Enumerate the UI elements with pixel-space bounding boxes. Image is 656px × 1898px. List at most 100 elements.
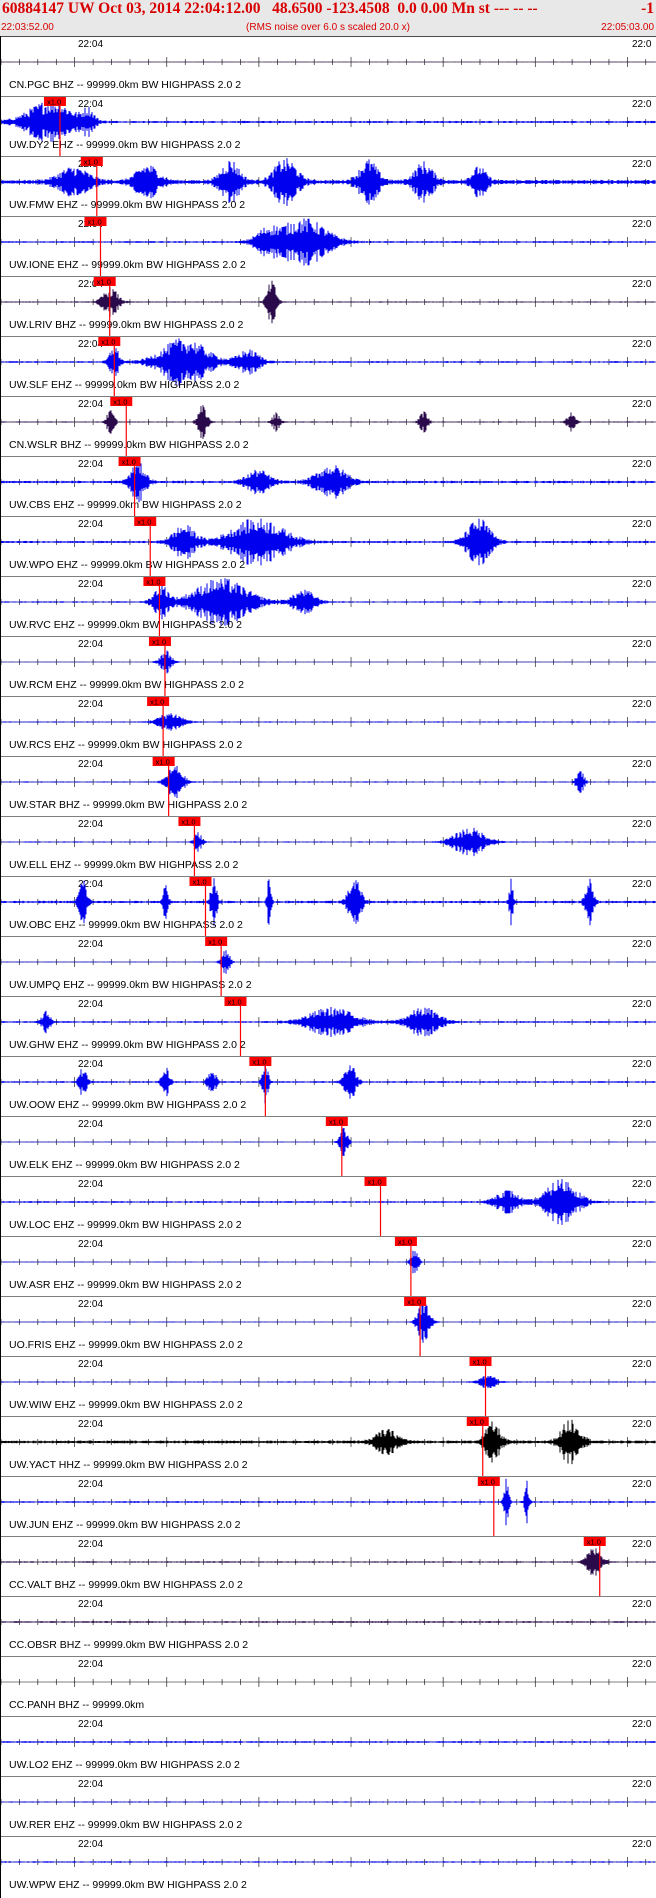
waveform-trace	[0, 1621, 656, 1623]
pick-label: x1.0	[398, 1238, 412, 1247]
pick-marker	[466, 1417, 489, 1426]
station-label: UW.ELL EHZ -- 99999.0km BW HIGHPASS 2.0 …	[9, 859, 238, 871]
tick-label: 22:04	[78, 639, 103, 650]
waveform-trace	[0, 218, 656, 266]
waveform-trace	[0, 1801, 656, 1803]
tick-label: 22:04	[78, 999, 103, 1010]
tick-label: 22:04	[78, 1779, 103, 1790]
tick-label: 22:04	[78, 1479, 103, 1490]
station-label: UW.LOC EHZ -- 99999.0km BW HIGHPASS 2.0 …	[9, 1219, 242, 1231]
pick-label: x1.0	[587, 1538, 601, 1547]
window-end-time: 22:05:03.00	[601, 22, 654, 33]
pick-label: x1.0	[113, 398, 127, 407]
trace-row: 22:04 22:0 CC.PANH BHZ -- 99999.0km	[0, 1656, 656, 1711]
pick-marker	[84, 217, 107, 226]
pick-marker	[205, 937, 228, 946]
trace-row: 22:04 22:0 UW.OBC EHZ -- 99999.0km BW HIGH…	[0, 876, 656, 936]
waveform-trace	[0, 650, 656, 674]
station-label: UW.WPW EHZ -- 99999.0km BW HIGHPASS 2.0 …	[9, 1879, 247, 1891]
tick-label: 22:04	[78, 699, 103, 710]
tick-label-end: 22:0	[632, 279, 652, 290]
pick-marker	[118, 457, 141, 466]
station-label: UW.STAR BHZ -- 99999.0km BW HIGHPASS 2.0…	[9, 799, 247, 811]
pick-label: x1.0	[208, 938, 222, 947]
tick-label-end: 22:0	[632, 1119, 652, 1130]
trace-row: 22:04 22:0 UW.RVC EHZ -- 99999.0km BW HIGH…	[0, 576, 656, 636]
tick-label-end: 22:0	[632, 1239, 652, 1250]
trace-row: 22:04 22:0 UW.WPO EHZ -- 99999.0km BW HIGH…	[0, 516, 656, 576]
trace-row: 22:04 22:0 CC.VALT BHZ -- 99999.0km BW HIG…	[0, 1536, 656, 1596]
waveform-trace	[0, 1060, 656, 1104]
waveform-trace	[0, 950, 656, 974]
tick-label-end: 22:0	[632, 39, 652, 50]
tick-label-end: 22:0	[632, 1419, 652, 1430]
tick-label-end: 22:0	[632, 159, 652, 170]
trace-row: 22:04 22:0 UW.SLF EHZ -- 99999.0km BW HIGH…	[0, 336, 656, 396]
tick-label-end: 22:0	[632, 1779, 652, 1790]
tick-label: 22:04	[78, 1599, 103, 1610]
station-label: CC.VALT BHZ -- 99999.0km BW HIGHPASS 2.0…	[9, 1579, 243, 1591]
station-label: CN.PGC BHZ -- 99999.0km BW HIGHPASS 2.0 …	[9, 79, 241, 91]
tick-label-end: 22:0	[632, 1299, 652, 1310]
pick-label: x1.0	[101, 338, 115, 347]
pick-label: x1.0	[470, 1418, 484, 1427]
station-label: UW.SLF EHZ -- 99999.0km BW HIGHPASS 2.0 …	[9, 379, 239, 391]
station-label: UW.IONE EHZ -- 99999.0km BW HIGHPASS 2.0…	[9, 259, 246, 271]
waveform-trace	[0, 766, 656, 798]
pick-marker	[147, 697, 170, 706]
tick-label-end: 22:0	[632, 339, 652, 350]
waveform-trace	[0, 1548, 656, 1576]
pick-label: x1.0	[156, 758, 170, 767]
trace-row: 22:04 22:0 UO.FRIS EHZ -- 99999.0km BW HIG…	[0, 1296, 656, 1356]
pick-marker	[404, 1297, 427, 1306]
pick-label: x1.0	[122, 458, 136, 467]
tick-label: 22:04	[78, 1839, 103, 1850]
pick-marker	[477, 1477, 500, 1486]
tick-label-end: 22:0	[632, 1059, 652, 1070]
tick-label: 22:04	[78, 459, 103, 470]
trace-row: 22:04 22:0 UW.YACT HHZ -- 99999.0km BW HIG…	[0, 1416, 656, 1476]
tick-label: 22:04	[78, 99, 103, 110]
waveform-trace	[0, 713, 656, 731]
window-start-time: 22:03:52.00	[1, 22, 54, 33]
trace-row: 22:04 22:0 UW.DY2 EHZ -- 99999.0km BW HIGH…	[0, 96, 656, 156]
tick-label-end: 22:0	[632, 1179, 652, 1190]
tick-label-end: 22:0	[632, 1479, 652, 1490]
tick-label-end: 22:0	[632, 579, 652, 590]
station-label: UO.FRIS EHZ -- 99999.0km BW HIGHPASS 2.0…	[9, 1339, 243, 1351]
waveform-trace	[0, 1861, 656, 1863]
tick-label: 22:04	[78, 279, 103, 290]
station-label: UW.JUN EHZ -- 99999.0km BW HIGHPASS 2.0 …	[9, 1519, 241, 1531]
waveform-trace	[0, 1478, 656, 1526]
tick-label-end: 22:0	[632, 1539, 652, 1550]
tick-label-end: 22:0	[632, 1659, 652, 1670]
tick-label-end: 22:0	[632, 399, 652, 410]
plot-header: 60884147 UW Oct 03, 2014 22:04:12.00 48.…	[0, 0, 656, 37]
pick-label: x1.0	[97, 278, 111, 287]
station-label: UW.OBC EHZ -- 99999.0km BW HIGHPASS 2.0 …	[9, 919, 243, 931]
tick-label-end: 22:0	[632, 459, 652, 470]
pick-marker	[148, 637, 171, 646]
station-label: UW.OOW EHZ -- 99999.0km BW HIGHPASS 2.0 …	[9, 1099, 246, 1111]
tick-label: 22:04	[78, 1659, 103, 1670]
pick-marker	[325, 1117, 348, 1126]
tick-label: 22:04	[78, 1419, 103, 1430]
station-label: UW.ASR EHZ -- 99999.0km BW HIGHPASS 2.0 …	[9, 1279, 242, 1291]
tick-label-end: 22:0	[632, 1359, 652, 1370]
station-label: UW.WPO EHZ -- 99999.0km BW HIGHPASS 2.0 …	[9, 559, 245, 571]
pick-label: x1.0	[227, 998, 241, 1007]
tick-label-end: 22:0	[632, 1719, 652, 1730]
waveform-trace	[0, 1250, 656, 1274]
station-label: UW.FMW EHZ -- 99999.0km BW HIGHPASS 2.0 …	[9, 199, 245, 211]
trace-row: 22:04 22:0 CN.PGC BHZ -- 99999.0km BW HIGH…	[0, 36, 656, 91]
pick-label: x1.0	[152, 638, 166, 647]
station-label: UW.CBS EHZ -- 99999.0km BW HIGHPASS 2.0 …	[9, 499, 242, 511]
pick-marker	[98, 337, 121, 346]
waveform-trace	[0, 878, 656, 926]
station-label: CN.WSLR BHZ -- 99999.0km BW HIGHPASS 2.0…	[9, 439, 249, 451]
tick-label-end: 22:0	[632, 939, 652, 950]
event-title-end: -1	[641, 0, 654, 17]
tick-label-end: 22:0	[632, 819, 652, 830]
tick-label: 22:04	[78, 879, 103, 890]
